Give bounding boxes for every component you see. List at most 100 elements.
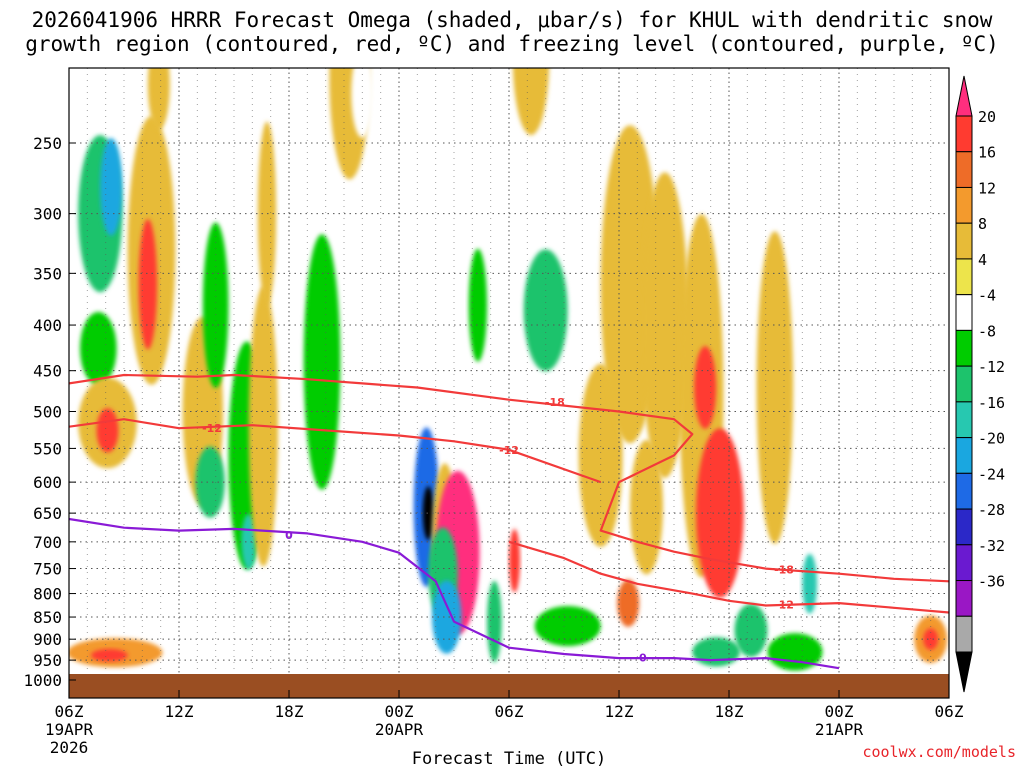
y-tick-label-4: 450 <box>33 362 62 381</box>
omega-blob-8 <box>138 219 157 350</box>
y-tick-label-14: 950 <box>33 651 62 670</box>
grid-lines <box>69 68 949 698</box>
omega-blob-46 <box>923 628 939 650</box>
colorbar-swatch-13 <box>955 544 973 582</box>
y-tick-label-6: 550 <box>33 439 62 458</box>
colorbar-label-12: -32 <box>978 537 1005 555</box>
omega-blob-1 <box>100 138 123 236</box>
omega-blob-42 <box>767 633 823 671</box>
y-tick-label-0: 250 <box>33 134 62 153</box>
colorbar-swatch-3 <box>955 186 973 224</box>
contour-label-1: -18 <box>545 396 565 409</box>
contour-label-2: -12 <box>499 444 519 457</box>
dgz-minus18-contour <box>69 373 949 583</box>
y-tick-label-9: 700 <box>33 533 62 552</box>
omega-blob-9 <box>147 68 170 130</box>
colorbar-swatch-8 <box>955 365 973 403</box>
colorbar-swatch-2 <box>955 151 973 188</box>
contour-label-0: -12 <box>202 422 222 435</box>
y-tick-label-12: 850 <box>33 608 62 627</box>
x-tick-label-5: 12Z <box>605 702 634 721</box>
x-tick-label-1: 12Z <box>165 702 194 721</box>
x-tick-label-6: 18Z <box>715 702 744 721</box>
omega-blob-6 <box>91 649 128 662</box>
x-tick-label-2: 18Z <box>275 702 304 721</box>
chart-title-line2: growth region (contoured, red, ºC) and f… <box>25 32 999 56</box>
y-tick-label-1: 300 <box>33 205 62 224</box>
omega-blob-21 <box>422 486 434 540</box>
colorbar-swatch-1 <box>955 115 973 153</box>
colorbar-label-3: 8 <box>978 215 987 233</box>
y-axis: 250 300 350 400 450 500 550 600 650 700 750 800 850 9… <box>23 134 76 690</box>
colorbar: 20 16 12 8 4 -4 -8 -12 -16 -20 -24 -28 -32 -36 <box>955 75 1005 693</box>
omega-blob-26 <box>468 248 488 362</box>
colorbar-swatch-11 <box>955 472 973 510</box>
freezing-level-contour <box>69 517 840 670</box>
colorbar-label-11: -28 <box>978 501 1005 519</box>
colorbar-swatch-9 <box>955 401 973 439</box>
y-tick-label-5: 500 <box>33 403 62 422</box>
omega-blob-41 <box>734 604 768 657</box>
omega-blob-2 <box>80 311 117 386</box>
x-tick-label-3: 00Z <box>385 702 414 721</box>
x-tick-label-4: 06Z <box>495 702 524 721</box>
omega-blob-39 <box>756 231 794 544</box>
omega-blob-11 <box>202 222 229 388</box>
colorbar-label-8: -16 <box>978 394 1005 412</box>
colorbar-swatch-15 <box>955 615 973 653</box>
colorbar-bottom-arrow <box>955 651 973 693</box>
y-tick-label-7: 600 <box>33 473 62 492</box>
x-year-label-0: 2026 <box>50 738 89 757</box>
colorbar-label-9: -20 <box>978 430 1005 448</box>
omega-blob-30 <box>512 68 550 136</box>
contour-label-3: -18 <box>774 564 794 577</box>
omega-blob-12 <box>195 446 225 518</box>
dgz-minus12-contour <box>69 418 602 484</box>
colorbar-swatch-4 <box>955 222 973 260</box>
colorbar-swatch-12 <box>955 508 973 546</box>
omega-blob-35 <box>630 439 663 575</box>
colorbar-label-13: -36 <box>978 573 1005 591</box>
omega-blob-17 <box>303 234 341 490</box>
x-date-label-1: 20APR <box>375 720 424 739</box>
x-axis: 06Z 12Z 18Z 00Z 06Z 12Z 18Z 00Z 06Z19APR202620AP… <box>45 690 964 757</box>
source-credit: coolwx.com/models <box>862 743 1016 761</box>
colorbar-label-4: 4 <box>978 251 987 269</box>
colorbar-swatch-7 <box>955 329 973 367</box>
contour-label-4: -12 <box>774 599 794 612</box>
omega-blob-29 <box>523 249 568 372</box>
colorbar-label-7: -12 <box>978 358 1005 376</box>
dgz-minus12-lower-contour <box>508 540 949 614</box>
contour-labels: -12 -18 -12 -18 -12 0 0 <box>202 396 794 665</box>
x-tick-label-0: 06Z <box>55 702 84 721</box>
x-tick-label-8: 06Z <box>935 702 964 721</box>
colorbar-label-6: -8 <box>978 322 996 340</box>
omega-blob-44 <box>617 579 640 627</box>
y-tick-label-13: 900 <box>33 630 62 649</box>
colorbar-top-arrow <box>955 75 973 117</box>
colorbar-swatch-6 <box>955 294 973 331</box>
y-tick-label-15: 1000 <box>23 671 62 690</box>
omega-blob-34 <box>641 172 689 478</box>
y-tick-label-10: 750 <box>33 560 62 579</box>
colorbar-swatch-5 <box>955 258 973 296</box>
omega-blob-40 <box>692 637 741 667</box>
x-date-label-0: 19APR <box>45 720 94 739</box>
contour-label-6: 0 <box>639 652 647 665</box>
x-date-label-2: 21APR <box>815 720 864 739</box>
omega-blob-31 <box>534 606 601 647</box>
x-tick-label-7: 00Z <box>825 702 854 721</box>
omega-blob-25 <box>432 580 462 654</box>
colorbar-swatch-10 <box>955 437 973 474</box>
omega-blob-19 <box>351 68 374 138</box>
omega-blob-27 <box>509 529 520 593</box>
y-tick-label-8: 650 <box>33 504 62 523</box>
x-axis-label: Forecast Time (UTC) <box>412 749 606 768</box>
contour-label-5: 0 <box>285 529 293 542</box>
chart-title-line1: 2026041906 HRRR Forecast Omega (shaded, … <box>32 8 993 32</box>
omega-blob-4 <box>96 408 119 453</box>
y-tick-label-2: 350 <box>33 264 62 283</box>
y-tick-label-3: 400 <box>33 316 62 335</box>
colorbar-label-5: -4 <box>978 287 996 305</box>
